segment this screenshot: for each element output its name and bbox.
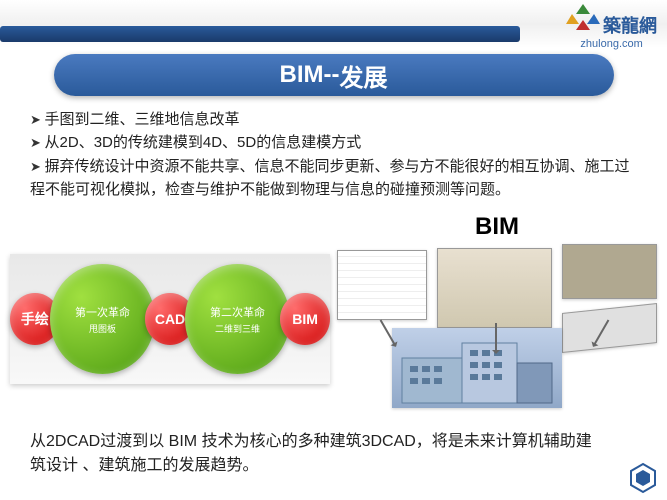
node-rev1-label: 第一次革命 bbox=[75, 304, 130, 320]
node-rev1-sub: 甩图板 bbox=[89, 322, 116, 335]
building-icon bbox=[392, 328, 562, 408]
logo-text: 築龍網 bbox=[603, 16, 657, 36]
panel-interior bbox=[562, 244, 657, 299]
panel-plan bbox=[337, 250, 427, 320]
node-bim: BIM bbox=[280, 293, 330, 345]
slide-title: BIM--发展 bbox=[54, 54, 614, 96]
bim-diagram-title: BIM bbox=[475, 213, 519, 241]
evolution-diagram: 手绘 第一次革命 甩图板 CAD 第二次革命 二维到三维 BIM bbox=[10, 254, 330, 384]
panel-section bbox=[437, 248, 552, 328]
title-part2: 发展 bbox=[339, 58, 387, 93]
footer-text: 从2DCAD过渡到以 BIM 技术为核心的多种建筑3DCAD，将是未来计算机辅助… bbox=[30, 430, 607, 478]
header-accent bbox=[0, 26, 520, 42]
panel-3d-building bbox=[392, 328, 562, 408]
node-rev2-label: 第二次革命 bbox=[210, 304, 265, 320]
bullet-3: 摒弃传统设计中资源不能共享、信息不能同步更新、参与方不能很好的相互协调、施工过程… bbox=[30, 155, 637, 202]
node-rev2: 第二次革命 二维到三维 bbox=[185, 264, 290, 374]
arrow-2 bbox=[495, 323, 497, 353]
node-cad-label: CAD bbox=[155, 311, 185, 327]
site-logo: 築龍網 zhulong.com bbox=[566, 2, 657, 50]
logo-url: zhulong.com bbox=[580, 38, 642, 50]
corner-logo-icon bbox=[629, 462, 657, 494]
bullet-list: 手图到二维、三维地信息改革 从2D、3D的传统建模到4D、5D的信息建模方式 摒… bbox=[30, 108, 637, 201]
bullet-1: 手图到二维、三维地信息改革 bbox=[30, 108, 637, 131]
bullet-2: 从2D、3D的传统建模到4D、5D的信息建模方式 bbox=[30, 131, 637, 154]
panel-floorplan bbox=[562, 303, 657, 353]
title-part1: BIM-- bbox=[280, 61, 340, 89]
logo-icon bbox=[566, 2, 600, 32]
node-rev2-sub: 二维到三维 bbox=[215, 322, 260, 335]
node-handdrawn-label: 手绘 bbox=[21, 309, 49, 329]
node-rev1: 第一次革命 甩图板 bbox=[50, 264, 155, 374]
node-bim-label: BIM bbox=[292, 311, 318, 327]
bim-diagram: BIM bbox=[337, 218, 657, 408]
